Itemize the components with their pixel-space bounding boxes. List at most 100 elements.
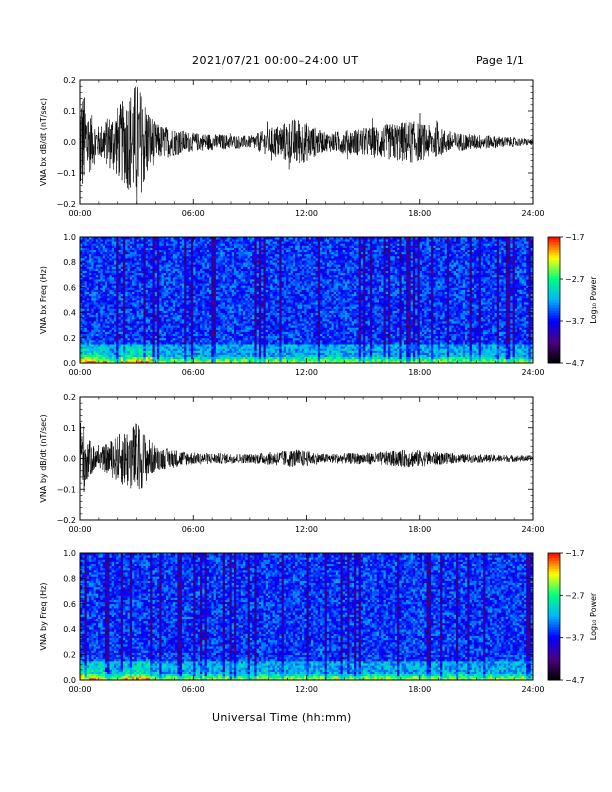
spectrogram-cell <box>98 274 101 278</box>
spectrogram-cell <box>95 360 99 364</box>
spectrogram-cell <box>141 279 144 282</box>
spectrogram-cell <box>209 270 212 274</box>
spectrogram-cell <box>134 318 138 322</box>
spectrogram-cell <box>111 262 115 265</box>
spectrogram-cell <box>93 247 97 250</box>
spectrogram-cell <box>82 276 85 280</box>
spectrogram-cell <box>141 262 144 265</box>
spectrogram-cell <box>86 331 90 334</box>
spectrogram-cell <box>197 262 201 265</box>
spectrogram-cell <box>186 333 190 337</box>
spectrogram-cell <box>98 318 101 322</box>
spectrogram-cell <box>118 344 122 347</box>
spectrogram-cell <box>154 312 158 316</box>
spectrogram-cell <box>134 335 138 339</box>
spectrogram-cell <box>93 243 97 246</box>
spectrogram-cell <box>211 337 215 341</box>
spectrogram-cell <box>86 316 90 320</box>
spectrogram-cell <box>141 325 144 328</box>
spectrogram-cell <box>127 323 131 326</box>
spectrogram-cell <box>118 274 122 278</box>
spectrogram-cell <box>82 342 85 345</box>
spectrogram-cell <box>211 354 215 358</box>
spectrogram-cell <box>98 302 101 305</box>
spectrogram-cell <box>89 272 92 276</box>
spectrogram-cell <box>168 339 172 343</box>
spectrogram-cell <box>190 285 194 288</box>
spectrogram-cell <box>211 266 215 269</box>
spectrogram-cell <box>116 295 119 299</box>
spectrogram-cell <box>161 293 165 297</box>
spectrogram-cell <box>118 346 122 349</box>
spectrogram-cell <box>159 287 162 290</box>
spectrogram-cell <box>202 283 205 286</box>
spectrogram-cell <box>202 276 205 280</box>
spectrogram-cell <box>82 297 85 301</box>
spectrogram-cell <box>190 276 194 280</box>
spectrogram-cell <box>209 258 212 261</box>
spectrogram-cell <box>104 243 108 246</box>
spectrogram-cell <box>168 281 172 284</box>
spectrogram-cell <box>206 283 210 286</box>
spectrogram-cell <box>111 352 115 355</box>
spectrogram-cell <box>172 241 176 244</box>
spectrogram-cell <box>118 310 122 313</box>
spectrogram-cell <box>161 262 165 265</box>
spectrogram-cell <box>159 358 162 362</box>
spectrogram-cell <box>168 327 172 330</box>
spectrogram-cell <box>132 333 135 337</box>
spectrogram-cell <box>200 251 203 255</box>
spectrogram-cell <box>145 306 149 309</box>
spectrogram-cell <box>113 237 117 240</box>
spectrogram-cell <box>172 356 176 360</box>
spectrogram-cell <box>202 285 205 288</box>
spectrogram-cell <box>143 243 147 246</box>
spectrogram-cell <box>113 306 117 309</box>
spectrogram-cell <box>98 268 101 271</box>
spectrogram-cell <box>104 287 108 290</box>
spectrogram-cell <box>181 241 185 244</box>
spectrogram-cell <box>181 289 185 292</box>
spectrogram-cell <box>157 241 160 244</box>
spectrogram-cell <box>93 358 97 362</box>
spectrogram-cell <box>200 255 203 259</box>
spectrogram-cell <box>195 312 199 316</box>
spectrogram-cell <box>82 245 85 248</box>
spectrogram-cell <box>91 335 94 339</box>
spectrogram-cell <box>102 279 106 282</box>
spectrogram-cell <box>89 308 92 311</box>
spectrogram-cell <box>120 274 124 278</box>
spectrogram-cell <box>213 335 217 339</box>
spectrogram-cell <box>195 306 199 309</box>
spectrogram-cell <box>111 331 115 334</box>
spectrogram-cell <box>190 314 194 318</box>
spectrogram-cell <box>98 300 101 303</box>
spectrogram-cell <box>170 342 174 345</box>
spectrogram-cell <box>209 339 212 343</box>
spectrogram-cell <box>143 262 147 265</box>
spectrogram-cell <box>143 255 147 259</box>
spectrogram-cell <box>109 245 113 248</box>
spectrogram-cell <box>161 360 165 364</box>
spectrogram-cell <box>132 295 135 299</box>
spectrogram-cell <box>111 302 115 305</box>
spectrogram-cell <box>138 316 142 320</box>
spectrogram-cell <box>190 318 194 322</box>
spectrogram-cell <box>132 291 135 295</box>
spectrogram-cell <box>163 352 167 355</box>
spectrogram-cell <box>82 300 85 303</box>
spectrogram-cell <box>211 279 215 282</box>
spectrogram-cell <box>111 258 115 261</box>
spectrogram-cell <box>190 283 194 286</box>
spectrogram-cell <box>145 253 149 257</box>
spectrogram-cell <box>204 260 208 263</box>
spectrogram-cell <box>190 337 194 341</box>
spectrogram-cell <box>147 295 151 299</box>
spectrogram-cell <box>204 314 208 318</box>
spectrogram-cell <box>209 297 212 301</box>
spectrogram-cell <box>80 295 83 299</box>
spectrogram-cell <box>89 360 92 364</box>
spectrogram-cell <box>179 337 183 341</box>
spectrogram-cell <box>195 247 199 250</box>
spectrogram-cell <box>193 266 196 269</box>
